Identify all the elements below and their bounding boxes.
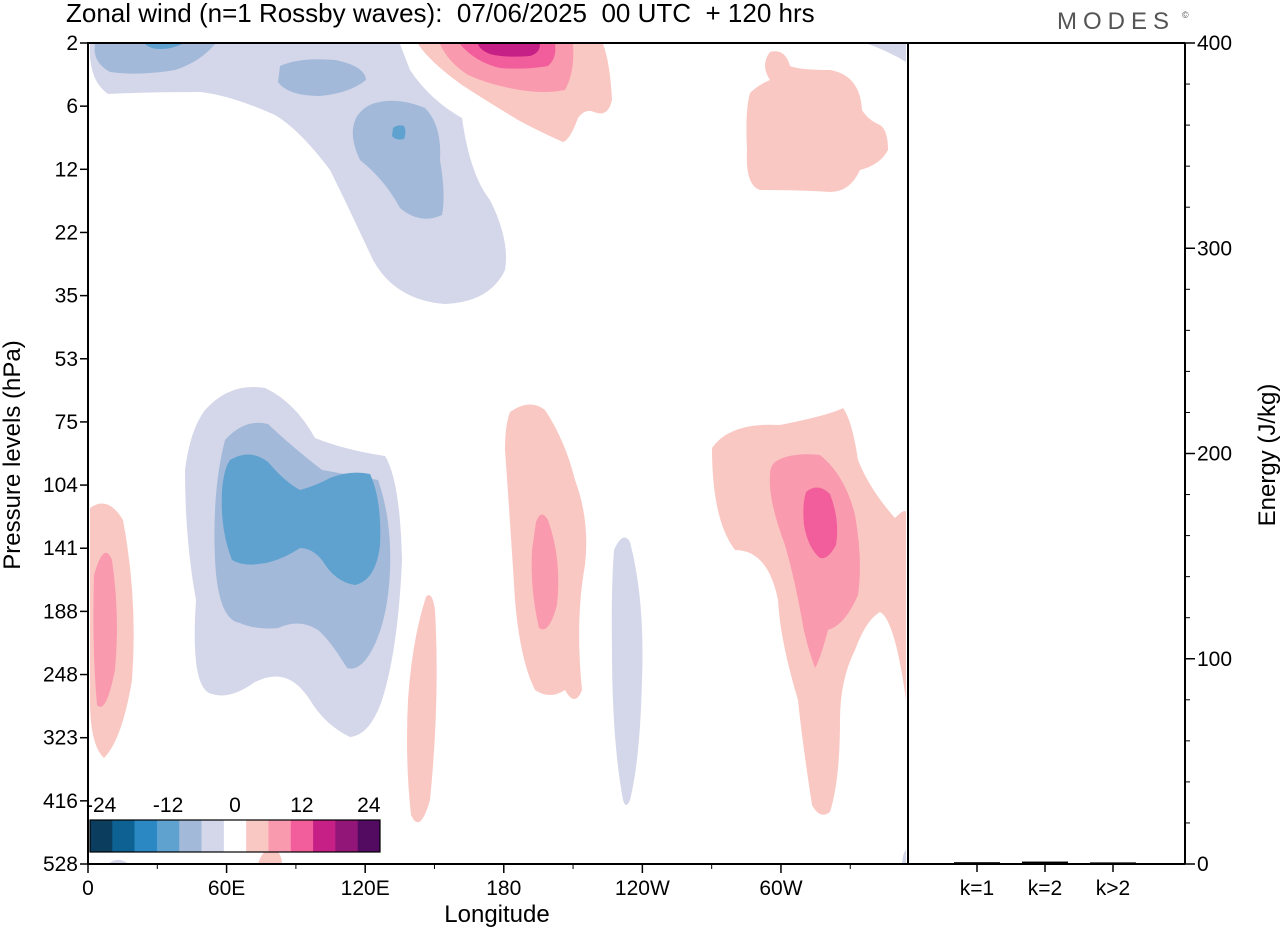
contour-neg-8-upper-b	[278, 59, 366, 96]
y-tick-label: 323	[43, 727, 78, 750]
contour-pos-8-left	[93, 552, 117, 707]
y-tick-label: 75	[55, 411, 78, 434]
energy-bars: k=1 k=2 k>2	[954, 861, 1136, 900]
colorbar-swatch	[357, 820, 381, 852]
colorbar-swatch	[335, 820, 358, 852]
colorbar-label: 0	[229, 794, 241, 817]
contour-pos-12-60w	[803, 487, 838, 559]
x-tick-label: 180	[486, 877, 521, 900]
x-axis: 0 60E 120E 180 120W 60W	[82, 864, 851, 900]
colorbar-swatch	[223, 820, 247, 852]
colorbar-swatch	[290, 820, 314, 852]
contour-neg-12-lower	[221, 454, 381, 585]
y-tick-label: 188	[43, 600, 78, 623]
energy-tick-label: 400	[1197, 32, 1232, 55]
contour-pos-4-150e	[407, 595, 437, 823]
contour-neg-4-band	[611, 537, 643, 805]
y-tick-label: 22	[55, 221, 78, 244]
colorbar-swatch	[201, 820, 225, 852]
y-tick-label: 141	[43, 537, 78, 560]
colorbar-frame	[89, 819, 381, 853]
x-tick-label: 120W	[615, 877, 670, 900]
y-tick-label: 416	[43, 790, 78, 813]
y-tick-label: 104	[43, 474, 78, 497]
contour-field	[89, 44, 906, 864]
x-tick-label: 120E	[341, 877, 390, 900]
colorbar-swatch	[134, 820, 158, 852]
energy-axis-title: Energy (J/kg)	[1254, 384, 1280, 527]
contour-pos-8-180	[531, 514, 559, 630]
energy-category-label: k=2	[1028, 877, 1062, 900]
y-tick-label: 2	[66, 32, 78, 55]
modes-logo: MODES	[1057, 8, 1176, 35]
contour-neg-4-bottom-b	[902, 850, 906, 864]
energy-bar	[954, 862, 1000, 864]
energy-tick-label: 200	[1197, 443, 1232, 466]
contour-pos-16-top180	[478, 44, 540, 57]
x-tick-label: 0	[82, 877, 94, 900]
y-tick-label: 35	[55, 285, 78, 308]
energy-bar	[1022, 861, 1068, 864]
y-tick-label: 528	[43, 853, 78, 876]
y-tick-label: 53	[55, 348, 78, 371]
contour-neg-12-upper	[392, 125, 406, 140]
colorbar-swatch	[313, 820, 336, 852]
y-tick-label: 6	[66, 95, 78, 118]
contour-neg-8-upper-c	[352, 100, 444, 219]
energy-bar	[1090, 862, 1136, 864]
colorbar-label: -12	[153, 794, 183, 817]
colorbar-swatch	[112, 820, 135, 852]
colorbar-swatch	[156, 820, 180, 852]
x-tick-label: 60E	[208, 877, 245, 900]
colorbar-swatch	[179, 820, 202, 852]
energy-tick-label: 0	[1197, 853, 1209, 876]
energy-category-label: k=1	[960, 877, 994, 900]
energy-tick-label: 100	[1197, 648, 1232, 671]
energy-category-label: k>2	[1096, 877, 1130, 900]
chart-title: Zonal wind (n=1 Rossby waves): 07/06/202…	[66, 0, 815, 28]
colorbar-swatch	[246, 820, 269, 852]
contour-neg-4-topright	[868, 44, 906, 62]
contour-pos-4-top60w	[746, 51, 888, 192]
contour-pos-8-60w	[769, 454, 860, 668]
contour-neg-12-topedge	[145, 44, 182, 49]
y-tick-label: 248	[43, 664, 78, 687]
main-plot-frame	[87, 42, 909, 865]
colorbar-label: -24	[86, 794, 117, 817]
y-axis-title: Pressure levels (hPa)	[0, 340, 26, 569]
x-axis-title: Longitude	[444, 901, 549, 928]
energy-axis: 0 100 200 300 400	[1185, 32, 1232, 876]
y-tick-label: 12	[55, 158, 78, 181]
colorbar-label: 24	[357, 794, 381, 817]
colorbar-swatch	[268, 820, 292, 852]
colorbar: -24 -12 0 12 24	[86, 794, 381, 853]
energy-tick-label: 300	[1197, 237, 1232, 260]
y-axis: 2 6 12 22 35 53 75 104 141 188 248 323 416 528	[43, 32, 88, 876]
colorbar-swatch	[90, 820, 113, 852]
x-tick-label: 60W	[759, 877, 802, 900]
copyright-mark: ©	[1182, 10, 1189, 20]
contour-neg-4-bottom-a	[108, 859, 128, 864]
contour-neg-8-upper-a	[94, 44, 215, 74]
colorbar-label: 12	[290, 794, 313, 817]
